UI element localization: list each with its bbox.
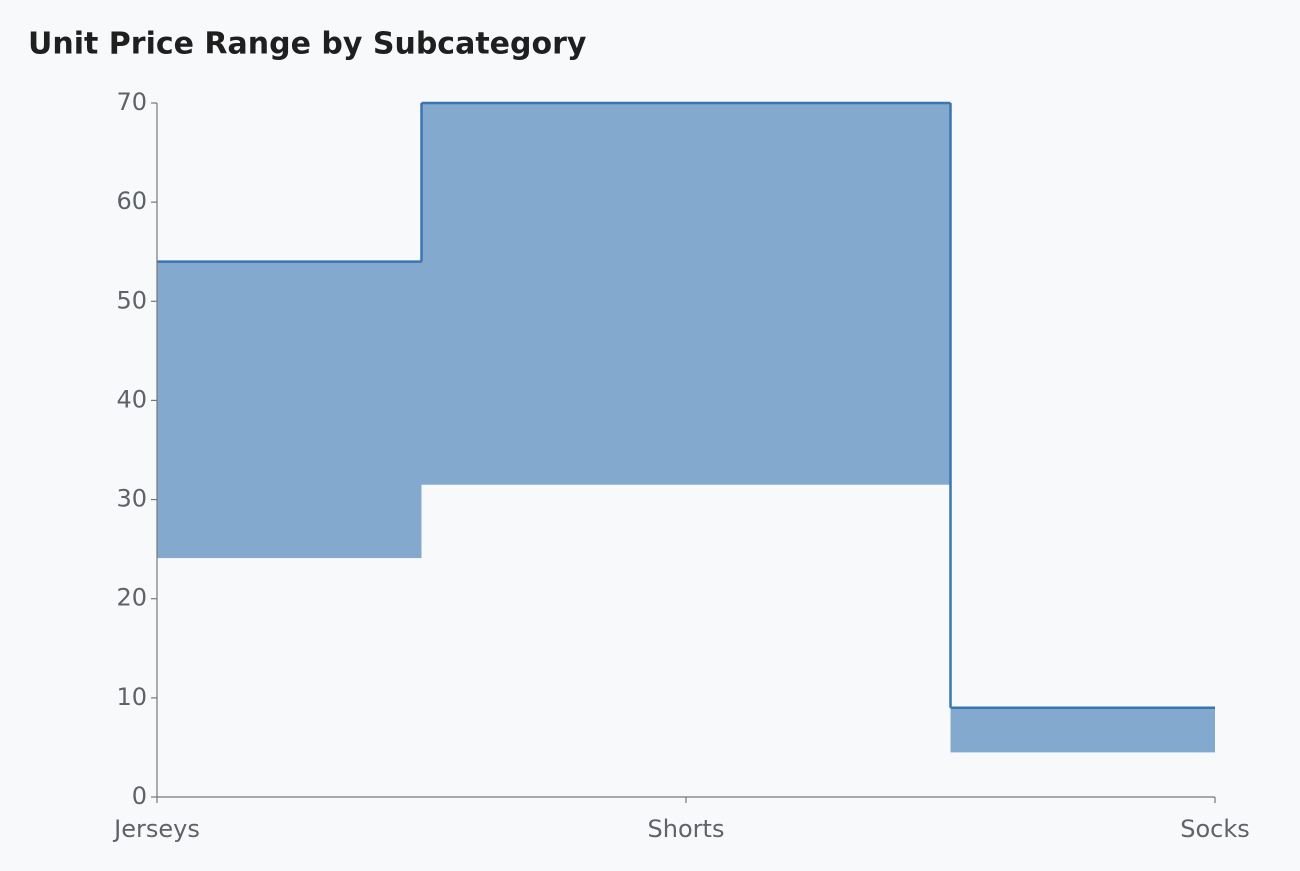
y-tick-label: 50 — [116, 286, 147, 314]
chart-title: Unit Price Range by Subcategory — [28, 27, 587, 62]
x-tick-label: Shorts — [648, 815, 725, 843]
x-tick-label: Socks — [1180, 815, 1250, 843]
y-tick-label: 40 — [116, 385, 147, 413]
range-area — [421, 103, 951, 485]
y-tick-label: 10 — [116, 683, 147, 711]
range-area — [157, 261, 422, 559]
y-tick-label: 20 — [116, 584, 147, 612]
y-tick-label: 60 — [116, 187, 147, 215]
y-tick-label: 30 — [116, 485, 147, 513]
x-tick-label: Jerseys — [112, 815, 200, 843]
y-tick-label: 70 — [116, 88, 147, 116]
range-area — [950, 707, 1215, 753]
y-tick-label: 0 — [132, 782, 147, 810]
